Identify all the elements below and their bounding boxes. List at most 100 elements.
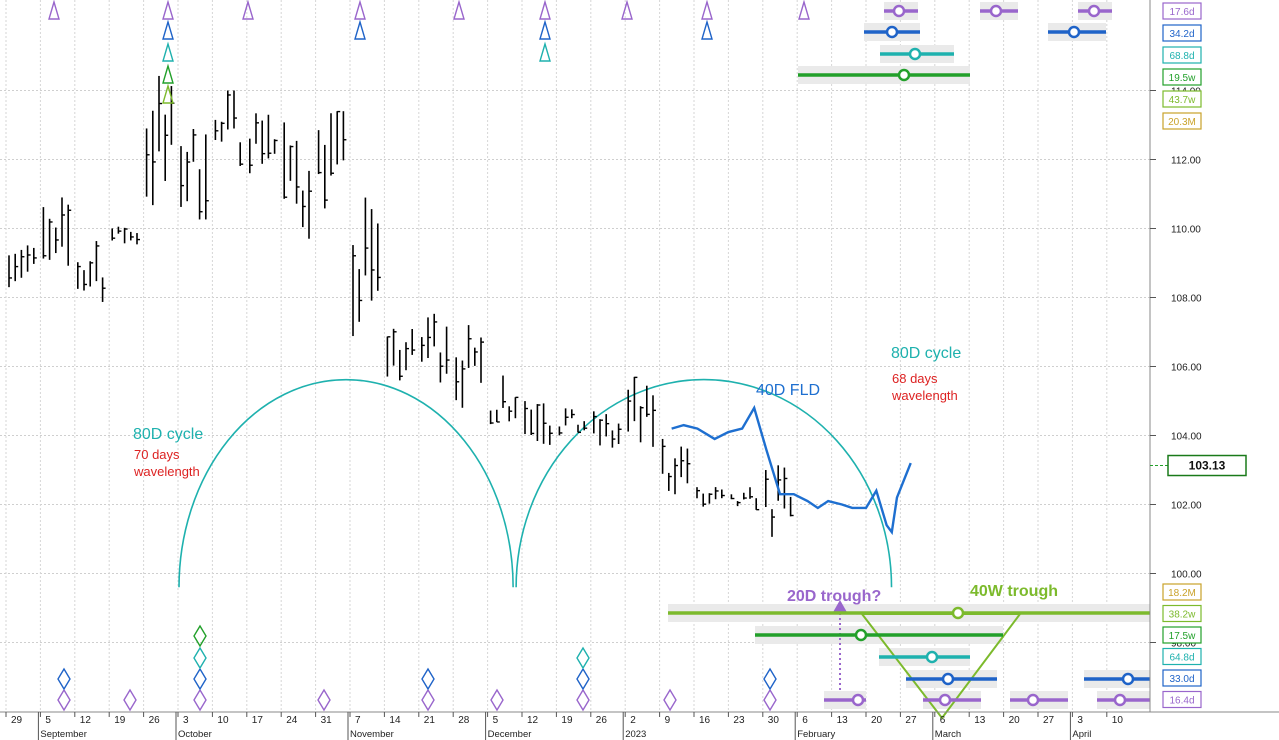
- phase-top-19w-circle: [897, 68, 911, 82]
- phase-bottom-38w-circle: [951, 606, 965, 620]
- trough-marker-40d: [576, 667, 590, 691]
- x-tick-label: 3: [1077, 715, 1083, 726]
- top-badge-label: 19.5w: [1169, 73, 1196, 84]
- month-label: October: [178, 729, 212, 740]
- phase-bottom-16d-circle: [851, 693, 865, 707]
- x-tick-label: 21: [424, 715, 436, 726]
- bottom-badge: [1162, 626, 1202, 644]
- phase-top-17d-circle: [1087, 4, 1101, 18]
- x-tick-label: 26: [149, 715, 161, 726]
- trough-marker-40d: [763, 667, 777, 691]
- arc2-label: 80D cycle: [891, 345, 961, 362]
- top-badge: [1162, 68, 1202, 86]
- top-badge-label: 34.2d: [1169, 29, 1194, 40]
- x-tick-label: 13: [974, 715, 986, 726]
- trough-marker-20d: [576, 688, 590, 712]
- month-label: September: [40, 729, 86, 740]
- top-badge: [1162, 2, 1202, 20]
- x-tick-label: 19: [561, 715, 573, 726]
- bottom-badge: [1162, 583, 1202, 601]
- x-tick-label: 17: [252, 715, 264, 726]
- arc2-days: 68 days: [892, 371, 938, 386]
- trough-marker-20w: [193, 624, 207, 648]
- phase-bottom-16d-circle: [938, 693, 952, 707]
- chart-annotations: 80D cycle 70 days wavelength 80D cycle 68 da…: [133, 345, 1058, 605]
- y-tick-label: 110.00: [1171, 225, 1201, 236]
- trough-marker-20d: [763, 688, 777, 712]
- phasing-lines: [668, 4, 1150, 707]
- peak-marker-20d: [621, 0, 633, 20]
- peak-marker-80d: [162, 41, 174, 62]
- trough-marker-40d: [57, 667, 71, 691]
- fld-40d: [671, 404, 912, 536]
- bottom-badge: [1162, 647, 1202, 666]
- trough-20d-arrowhead: [832, 600, 848, 614]
- top-badge-label: 17.6d: [1169, 7, 1194, 18]
- peak-marker-40d: [539, 19, 551, 40]
- fld-line: [671, 404, 912, 536]
- phase-bottom-16d-circle: [1113, 693, 1127, 707]
- trough-marker-80d: [193, 646, 207, 670]
- arc1-label: 80D cycle: [133, 426, 203, 443]
- top-badge: [1162, 90, 1202, 108]
- month-label: April: [1072, 729, 1091, 740]
- top-badge-label: 43.7w: [1169, 95, 1196, 106]
- last-price-box: [1167, 454, 1247, 477]
- top-badge-label: 68.8d: [1169, 51, 1194, 62]
- cycle-arc-80d: [515, 378, 893, 588]
- arc1-days: 70 days: [134, 447, 180, 462]
- peak-marker-20d: [354, 0, 366, 20]
- month-label: February: [797, 729, 835, 740]
- bottom-badge-label: 17.5w: [1169, 631, 1196, 642]
- trough-marker-20d: [123, 688, 137, 712]
- peak-marker-20d: [798, 0, 810, 20]
- x-tick-label: 30: [768, 715, 780, 726]
- cycle-arcs: [178, 378, 893, 588]
- x-tick-label: 29: [11, 715, 23, 726]
- trough-40w-label: 40W trough: [970, 583, 1058, 600]
- x-tick-label: 26: [596, 715, 608, 726]
- x-tick-label: 13: [837, 715, 849, 726]
- x-tick-label: 19: [114, 715, 126, 726]
- x-tick-label: 12: [80, 715, 92, 726]
- peak-marker-20d: [453, 0, 465, 20]
- peak-marker-20d: [242, 0, 254, 20]
- trough-marker-20d: [421, 688, 435, 712]
- cycle-markers: [48, 0, 1022, 720]
- phase-top-34d-circle: [885, 25, 899, 39]
- peak-marker-40d: [162, 19, 174, 40]
- x-tick-label: 24: [286, 715, 298, 726]
- peak-marker-20d: [539, 0, 551, 20]
- bottom-badge-label: 18.2M: [1168, 588, 1196, 599]
- x-tick-label: 20: [1009, 715, 1021, 726]
- last-price-label: 103.13: [1189, 459, 1226, 473]
- x-tick-label: 20: [871, 715, 883, 726]
- cycle-badges: 17.6d 34.2d 68.8d 19.5w 43.7w 20.3M 18.2M 38.2w…: [1162, 2, 1202, 709]
- phase-bottom-17w-circle: [854, 628, 868, 642]
- peak-marker-40w: [162, 83, 174, 104]
- grid: [0, 0, 1150, 712]
- month-label: 2023: [625, 729, 646, 740]
- trough-marker-80d: [576, 646, 590, 670]
- y-tick-label: 112.00: [1171, 156, 1201, 167]
- trough-marker-20d: [317, 688, 331, 712]
- trough-marker-20d: [57, 688, 71, 712]
- bottom-badge: [1162, 669, 1202, 687]
- trough-marker-20d: [193, 688, 207, 712]
- phase-top-34d-circle: [1067, 25, 1081, 39]
- phase-bottom-33d-circle: [1121, 672, 1135, 686]
- x-tick-label: 7: [355, 715, 361, 726]
- x-tick-label: 2: [630, 715, 636, 726]
- bottom-badge: [1162, 604, 1202, 623]
- bottom-badge-label: 16.4d: [1169, 696, 1194, 707]
- x-tick-label: 27: [905, 715, 917, 726]
- month-label: March: [935, 729, 961, 740]
- trough-marker-20d: [663, 688, 677, 712]
- bottom-badge-label: 64.8d: [1169, 653, 1194, 664]
- x-tick-label: 5: [493, 715, 499, 726]
- phase-bottom-16d-circle: [1026, 693, 1040, 707]
- x-tick-label: 31: [321, 715, 333, 726]
- top-badge: [1162, 112, 1202, 130]
- y-tick-label: 100.00: [1171, 570, 1202, 581]
